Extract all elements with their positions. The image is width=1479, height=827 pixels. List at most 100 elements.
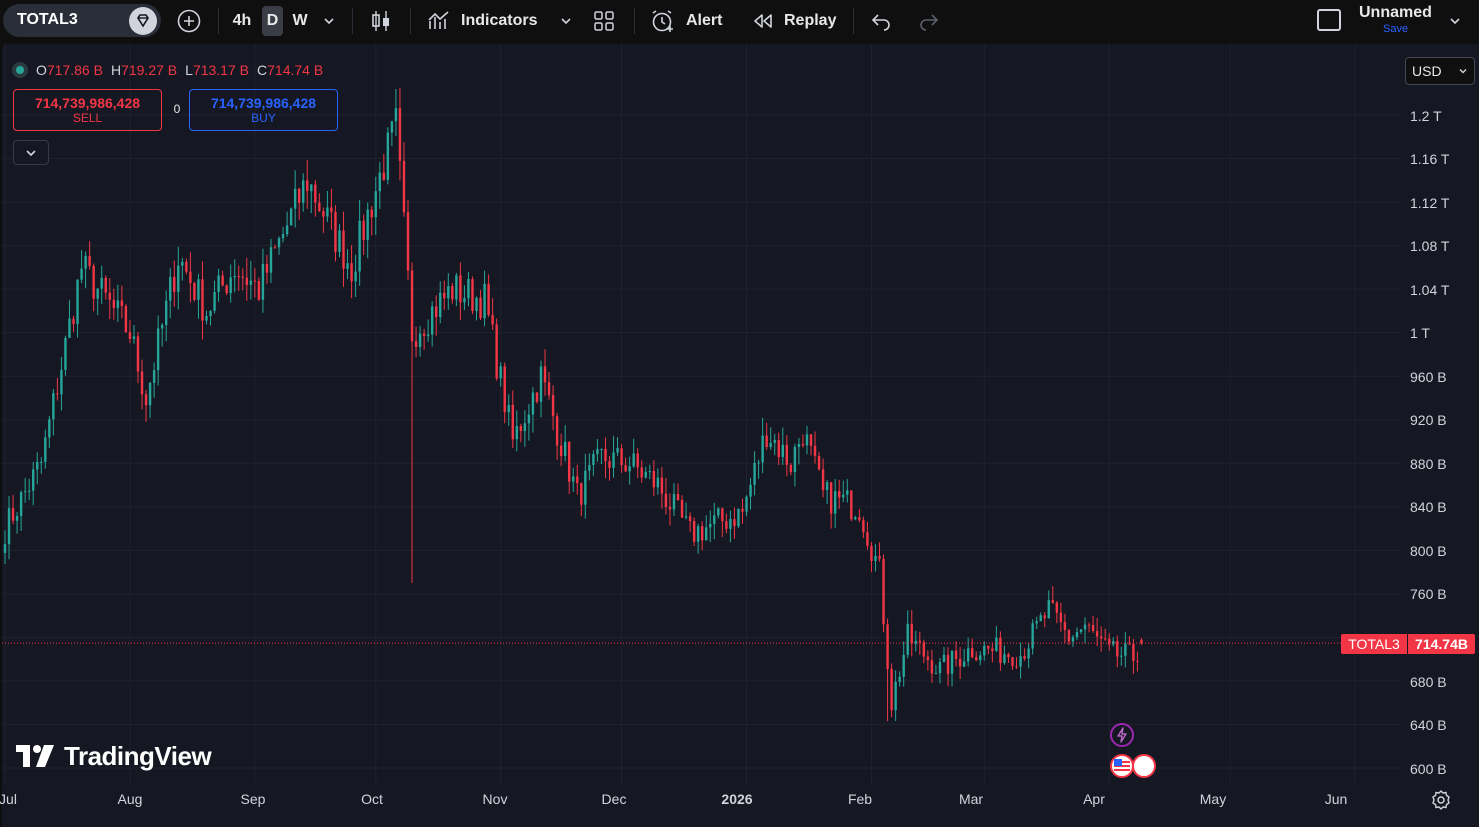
layout-checkbox[interactable]	[1317, 9, 1341, 31]
candle-body	[652, 471, 656, 488]
layout-save-link[interactable]: Save	[1383, 23, 1409, 35]
candle-body	[330, 207, 333, 213]
tradingview-logo[interactable]: TradingView	[16, 740, 212, 772]
chart-pane[interactable]	[2, 44, 1479, 827]
candle-body	[277, 238, 281, 248]
market-status-icon[interactable]	[12, 62, 28, 78]
event-flash-icon[interactable]	[1109, 722, 1135, 753]
grid-icon	[594, 11, 614, 31]
candle-body	[539, 366, 543, 402]
buy-button[interactable]: 714,739,986,428 BUY	[189, 89, 338, 131]
candle-body	[213, 292, 216, 311]
candle	[1059, 602, 1063, 632]
chart-type-button[interactable]	[369, 0, 393, 42]
collapse-legend-button[interactable]	[13, 140, 49, 165]
candle-body	[459, 275, 462, 303]
candle-body	[946, 654, 950, 674]
candle-body	[366, 209, 369, 240]
economic-event-us-flag-icon[interactable]	[1109, 753, 1159, 784]
redo-button[interactable]	[918, 0, 940, 42]
currency-select[interactable]: USD	[1405, 57, 1475, 85]
alarm-clock-icon	[652, 10, 673, 32]
candle	[36, 452, 39, 485]
interval-4h[interactable]: 4h	[232, 12, 252, 29]
candle	[443, 280, 446, 310]
price-scale-label: 960 B	[1410, 369, 1447, 385]
candle-body	[882, 558, 885, 625]
candle	[604, 437, 607, 479]
candle-body	[44, 437, 47, 462]
time-scale-label: Mar	[958, 791, 984, 807]
sell-button[interactable]: 714,739,986,428 SELL	[13, 89, 162, 131]
chart-settings-button[interactable]	[1430, 789, 1452, 816]
candle-body	[1071, 637, 1075, 642]
candle	[447, 273, 450, 310]
symbol-name[interactable]: TOTAL3	[17, 11, 78, 28]
candlestick-chart[interactable]	[2, 44, 1479, 827]
candle	[914, 630, 917, 652]
interval-d[interactable]: D	[262, 6, 283, 36]
candle-body	[1043, 615, 1046, 619]
candle-body	[910, 623, 913, 644]
candle-body	[745, 496, 748, 512]
interval-w[interactable]: W	[292, 12, 308, 29]
indicators-button[interactable]: Indicators	[427, 0, 537, 42]
replay-button[interactable]: Replay	[752, 0, 836, 42]
add-symbol-button[interactable]	[176, 0, 202, 42]
candle	[975, 651, 978, 662]
candle	[11, 495, 15, 525]
symbol-diamond-icon[interactable]	[129, 7, 157, 35]
candle	[789, 463, 793, 476]
chevron-down-icon	[324, 18, 334, 25]
candle-body	[1128, 643, 1131, 645]
candle-body	[40, 461, 43, 463]
candle	[592, 450, 595, 476]
candle-body	[169, 276, 172, 301]
layout-dropdown[interactable]	[1448, 0, 1462, 42]
candle-body	[11, 508, 15, 521]
candle	[926, 650, 930, 671]
candle	[882, 554, 885, 633]
candle	[471, 276, 474, 315]
candle	[68, 300, 71, 338]
candle-body	[757, 462, 760, 464]
layout-name[interactable]: Unnamed	[1359, 4, 1432, 21]
candle	[1019, 642, 1022, 679]
candle	[854, 515, 857, 521]
candle-body	[616, 448, 619, 453]
candle	[326, 191, 329, 222]
candle	[229, 264, 232, 303]
candle-body	[1140, 639, 1143, 644]
undo-button[interactable]	[870, 0, 892, 42]
candle-body	[382, 172, 386, 180]
candle	[757, 459, 760, 479]
indicators-dropdown[interactable]	[559, 0, 573, 42]
alert-button[interactable]: Alert	[650, 0, 722, 42]
candle	[576, 464, 579, 495]
candle-body	[189, 271, 192, 283]
candle-body	[48, 419, 51, 438]
interval-dropdown[interactable]	[322, 0, 336, 42]
candle-body	[821, 469, 825, 491]
candle-body	[749, 484, 752, 497]
candle	[745, 495, 748, 517]
candle	[596, 439, 599, 462]
candle	[672, 483, 676, 517]
layout-grid-button[interactable]	[593, 0, 615, 42]
candle-body	[640, 467, 643, 478]
candle-body	[1120, 655, 1123, 657]
candle	[124, 304, 128, 334]
candle-body	[1108, 638, 1111, 645]
candle	[285, 211, 289, 237]
candle	[148, 381, 152, 418]
candle-body	[1083, 624, 1087, 630]
candle	[1132, 638, 1135, 674]
candle	[713, 502, 716, 540]
candle-body	[813, 445, 817, 456]
candle-body	[116, 300, 120, 308]
candle	[398, 88, 402, 181]
price-scale-label: 1.04 T	[1410, 282, 1450, 298]
candle	[455, 272, 458, 307]
candle	[495, 318, 498, 381]
candle	[1124, 632, 1127, 668]
